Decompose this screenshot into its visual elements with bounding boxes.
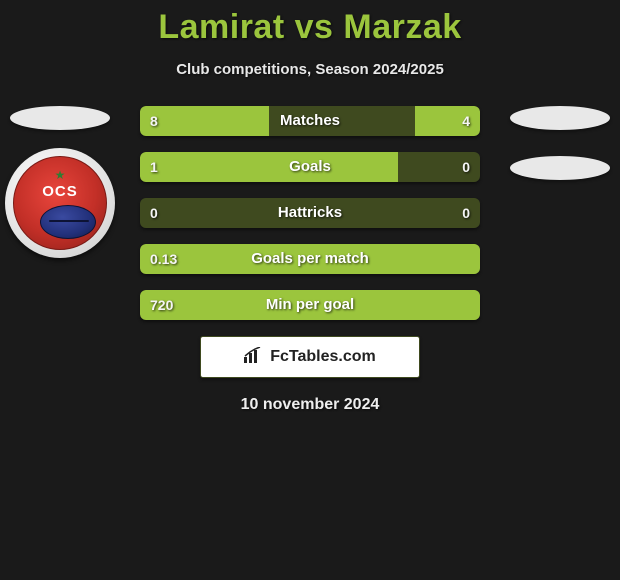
- badge-inner-disc: ★ OCS: [13, 156, 107, 250]
- stat-label: Min per goal: [140, 290, 480, 320]
- page-title: Lamirat vs Marzak: [0, 0, 620, 47]
- page-subtitle: Club competitions, Season 2024/2025: [0, 61, 620, 78]
- comparison-panel: ★ OCS 84Matches 10Goals 00Hattricks 0.13Goa…: [0, 106, 620, 320]
- stat-row: 0.13Goals per match: [140, 244, 480, 274]
- left-player-column: ★ OCS: [0, 106, 120, 258]
- right-player-club-plate: [510, 156, 610, 180]
- stat-label: Goals: [140, 152, 480, 182]
- stat-label: Matches: [140, 106, 480, 136]
- stat-row: 10Goals: [140, 152, 480, 182]
- right-player-name-plate: [510, 106, 610, 130]
- stat-label: Goals per match: [140, 244, 480, 274]
- badge-ball-icon: [40, 205, 96, 239]
- right-player-column: [500, 106, 620, 180]
- stat-row: 00Hattricks: [140, 198, 480, 228]
- stat-label: Hattricks: [140, 198, 480, 228]
- snapshot-date: 10 november 2024: [0, 396, 620, 414]
- stat-row: 84Matches: [140, 106, 480, 136]
- badge-text: OCS: [14, 183, 106, 200]
- badge-star-icon: ★: [14, 168, 106, 182]
- source-attribution: FcTables.com: [200, 336, 420, 378]
- chart-icon: [244, 347, 264, 368]
- stat-row: 720Min per goal: [140, 290, 480, 320]
- left-player-club-badge: ★ OCS: [5, 148, 115, 258]
- source-brand: FcTables.com: [270, 348, 376, 366]
- stat-bars: 84Matches 10Goals 00Hattricks 0.13Goals per…: [140, 106, 480, 320]
- left-player-name-plate: [10, 106, 110, 130]
